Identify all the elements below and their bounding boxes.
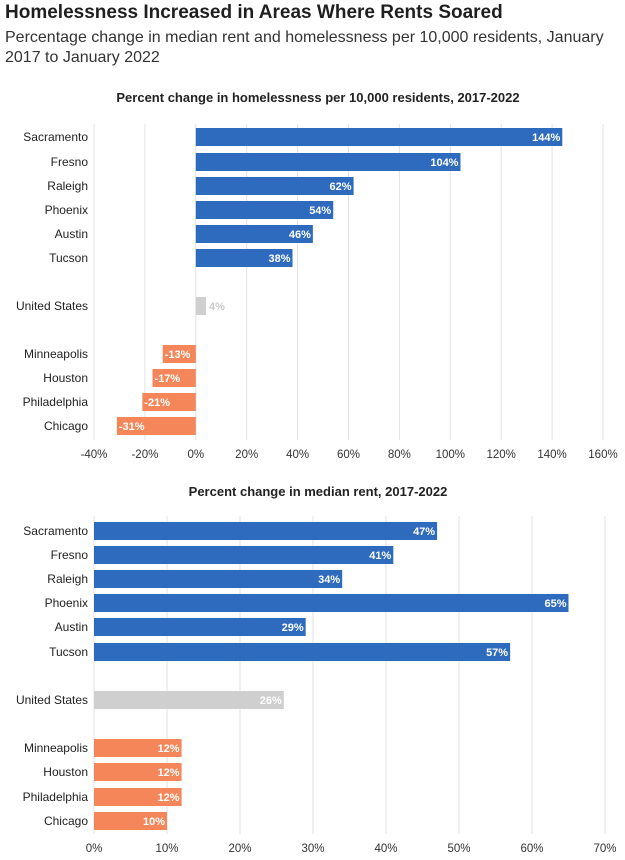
bar [94, 594, 569, 612]
homelessness-change-chart: Percent change in homelessness per 10,00… [16, 90, 618, 461]
x-tick-label: 60% [337, 449, 360, 461]
category-label: Tucson [49, 251, 88, 265]
category-label: Minneapolis [24, 347, 88, 361]
data-label: 26% [260, 695, 282, 707]
x-tick-label: 0% [86, 843, 103, 855]
bar [94, 763, 182, 781]
chart-title: Percent change in median rent, 2017-2022 [189, 484, 448, 499]
category-label: Houston [43, 765, 88, 779]
page-title: Homelessness Increased in Areas Where Re… [5, 2, 503, 23]
data-label: 4% [209, 301, 225, 313]
median-rent-change-chart: Percent change in median rent, 2017-2022… [16, 484, 617, 855]
bar [94, 546, 394, 564]
bar [162, 345, 196, 363]
data-label: 104% [430, 157, 458, 169]
bar [195, 201, 334, 219]
bar [195, 177, 354, 195]
bar [94, 570, 343, 588]
data-label: -21% [144, 397, 170, 409]
category-label: United States [16, 299, 88, 313]
category-label: Sacramento [23, 130, 88, 144]
x-tick-label: 70% [593, 843, 616, 855]
x-tick-label: 0% [187, 449, 204, 461]
bar [94, 812, 167, 830]
x-tick-label: 50% [447, 843, 470, 855]
data-label: 144% [532, 132, 560, 144]
bar [116, 417, 196, 435]
x-tick-label: -20% [131, 449, 158, 461]
x-tick-label: 40% [374, 843, 397, 855]
bar [195, 249, 293, 267]
bar [94, 739, 182, 757]
data-label: 65% [544, 598, 566, 610]
x-tick-label: 60% [520, 843, 543, 855]
category-label: Tucson [49, 645, 88, 659]
x-tick-label: 160% [588, 449, 617, 461]
data-label: 62% [330, 181, 352, 193]
x-tick-label: 40% [286, 449, 309, 461]
chart-title: Percent change in homelessness per 10,00… [116, 90, 519, 105]
data-label: 12% [158, 767, 180, 779]
category-label: Philadelphia [23, 395, 89, 409]
x-tick-label: 100% [436, 449, 465, 461]
category-label: Phoenix [45, 596, 88, 610]
bar [94, 522, 438, 540]
category-label: Chicago [44, 419, 88, 433]
bar [195, 153, 461, 171]
data-label: 38% [268, 253, 290, 265]
x-tick-label: 140% [537, 449, 566, 461]
data-label: 34% [318, 574, 340, 586]
data-label: 12% [158, 792, 180, 804]
x-tick-label: 80% [388, 449, 411, 461]
x-tick-label: 20% [228, 843, 251, 855]
data-label: -13% [165, 349, 191, 361]
data-label: 12% [158, 743, 180, 755]
x-tick-label: 30% [301, 843, 324, 855]
data-label: 46% [289, 229, 311, 241]
x-tick-label: 120% [486, 449, 515, 461]
category-label: Chicago [44, 814, 88, 828]
data-label: -31% [119, 421, 145, 433]
category-label: Philadelphia [23, 790, 89, 804]
bar [94, 618, 306, 636]
bar [195, 225, 313, 243]
category-label: Austin [55, 227, 88, 241]
bar [195, 297, 206, 315]
bar [142, 393, 196, 411]
x-tick-label: 10% [155, 843, 178, 855]
category-label: Fresno [51, 155, 89, 169]
bar [94, 643, 511, 661]
data-label: 10% [143, 816, 165, 828]
data-label: 54% [309, 205, 331, 217]
x-tick-label: 20% [235, 449, 258, 461]
category-label: Minneapolis [24, 741, 88, 755]
category-label: Austin [55, 620, 88, 634]
data-label: -17% [155, 373, 181, 385]
category-label: Sacramento [23, 524, 88, 538]
category-label: United States [16, 693, 88, 707]
category-label: Raleigh [47, 572, 88, 586]
category-label: Raleigh [47, 179, 88, 193]
category-label: Phoenix [45, 203, 88, 217]
page-subtitle: Percentage change in median rent and hom… [5, 29, 604, 66]
bar [94, 788, 182, 806]
data-label: 29% [282, 622, 304, 634]
bar [195, 128, 563, 146]
bar [94, 691, 284, 709]
category-label: Houston [43, 371, 88, 385]
data-label: 47% [413, 526, 435, 538]
data-label: 41% [369, 550, 391, 562]
x-tick-label: -40% [81, 449, 108, 461]
bar [152, 369, 196, 387]
data-label: 57% [486, 647, 508, 659]
category-label: Fresno [51, 548, 89, 562]
